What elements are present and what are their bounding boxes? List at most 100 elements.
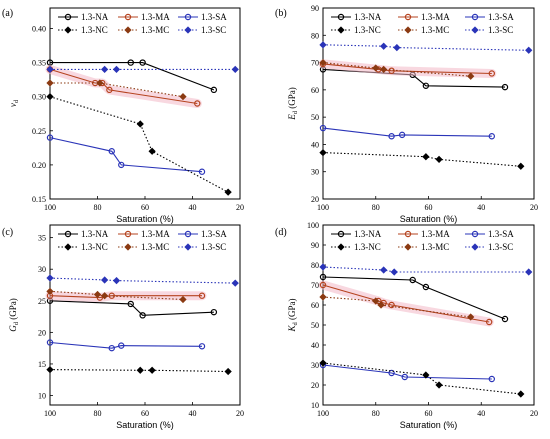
- series-line: [322, 62, 471, 77]
- panel-label: (d): [275, 227, 287, 238]
- x-tick-label: 40: [477, 409, 485, 418]
- legend-marker: [404, 230, 412, 238]
- series-line: [322, 296, 471, 318]
- data-point: [127, 59, 134, 66]
- series-1-3-nc: [46, 93, 232, 196]
- legend-item: 1.3-MC: [118, 242, 169, 252]
- legend-item: 1.3-MA: [398, 12, 450, 22]
- data-point: [139, 312, 146, 319]
- x-tick-label: 80: [94, 203, 102, 212]
- series-1-3-sa: [46, 339, 206, 352]
- legend-item: 1.3-MC: [398, 242, 449, 252]
- legend-item: 1.3-NC: [58, 25, 108, 35]
- data-point: [319, 359, 327, 367]
- data-point: [198, 292, 206, 299]
- y-tick-label: 40: [311, 341, 319, 350]
- data-point: [96, 79, 104, 87]
- data-point: [118, 342, 125, 349]
- legend-label: 1.3-MA: [421, 229, 450, 239]
- data-point: [101, 65, 109, 74]
- y-tick-label: 20: [311, 195, 319, 204]
- y-tick-label: 25: [38, 297, 46, 306]
- legend-item: 1.3-NC: [331, 242, 381, 252]
- x-tick-label: 40: [189, 203, 197, 212]
- data-point: [106, 86, 113, 94]
- data-point: [46, 366, 54, 374]
- y-tick-label: 60: [311, 86, 319, 95]
- data-point: [319, 281, 327, 289]
- data-point: [112, 65, 121, 74]
- data-point: [108, 292, 115, 299]
- legend-item: 1.3-SC: [465, 25, 513, 35]
- legend-label: 1.3-SA: [488, 12, 514, 22]
- data-point: [319, 124, 327, 132]
- legend-marker: [337, 13, 345, 21]
- data-point: [148, 366, 156, 374]
- chart-panel-4: 100 80 60 40 20 10 20 30 40 50 60 70 80 90 100 Saturati…: [275, 221, 538, 430]
- data-point: [377, 301, 385, 309]
- data-point: [435, 381, 443, 389]
- series-1-3-nc: [319, 359, 525, 398]
- series-1-3-mc: [319, 58, 475, 80]
- data-point: [422, 371, 430, 379]
- data-point: [46, 93, 54, 101]
- series-1-3-sa: [319, 124, 495, 140]
- data-point: [319, 263, 327, 271]
- legend-label: 1.3-NC: [354, 242, 381, 252]
- data-point: [390, 268, 398, 276]
- series-line: [49, 96, 229, 193]
- series-line: [49, 137, 203, 173]
- series-1-3-mc: [319, 293, 475, 321]
- x-tick-label: 80: [372, 409, 380, 418]
- data-point: [319, 58, 327, 67]
- data-point: [517, 162, 525, 170]
- data-point: [224, 188, 232, 196]
- y-tick-label: 15: [38, 360, 46, 369]
- y-tick-label: 70: [311, 59, 319, 68]
- legend-item: 1.3-SA: [465, 12, 514, 22]
- legend-label: 1.3-MC: [421, 25, 449, 35]
- series-1-3-nc: [319, 148, 525, 170]
- series-line: [322, 127, 492, 137]
- data-point: [108, 344, 115, 352]
- data-point: [194, 100, 201, 107]
- data-point: [398, 131, 406, 139]
- data-point: [127, 300, 134, 308]
- legend-marker: [471, 26, 479, 34]
- y-tick-label: 30: [38, 265, 46, 274]
- x-tick-label: 60: [141, 409, 149, 418]
- y-tick-label: 0.35: [32, 59, 46, 68]
- y-tick-label: 40: [311, 140, 319, 149]
- legend-marker: [124, 230, 132, 238]
- y-tick-label: 35: [38, 234, 46, 243]
- y-axis-label: Gd (GPa): [8, 298, 20, 332]
- data-point: [488, 133, 495, 140]
- series-1-3-sa: [319, 361, 495, 383]
- data-point: [136, 366, 144, 374]
- y-tick-label: 30: [311, 361, 319, 370]
- x-axis-label: Saturation (%): [400, 420, 458, 430]
- legend-item: 1.3-NA: [331, 12, 382, 22]
- series-line: [322, 152, 521, 167]
- data-point: [231, 279, 239, 287]
- series-line: [49, 300, 214, 316]
- legend-marker: [471, 230, 479, 238]
- x-tick-label: 20: [530, 203, 538, 212]
- legend-marker: [471, 243, 479, 251]
- data-point: [388, 301, 395, 309]
- y-tick-label: 60: [311, 301, 319, 310]
- legend-item: 1.3-NC: [331, 25, 381, 35]
- legend-marker: [337, 243, 345, 251]
- data-point: [380, 42, 388, 50]
- chart-panel-2: 100 80 60 40 20 20 30 40 50 60 70 80 90 Saturation (%…: [275, 4, 538, 224]
- data-point: [388, 133, 395, 140]
- y-tick-label: 30: [311, 168, 319, 177]
- data-point: [319, 148, 327, 157]
- data-point: [198, 168, 206, 175]
- legend-label: 1.3-MA: [141, 12, 170, 22]
- data-point: [422, 153, 430, 161]
- x-tick-label: 40: [189, 409, 197, 418]
- series-1-3-sc: [319, 263, 533, 276]
- legend-marker: [64, 230, 72, 238]
